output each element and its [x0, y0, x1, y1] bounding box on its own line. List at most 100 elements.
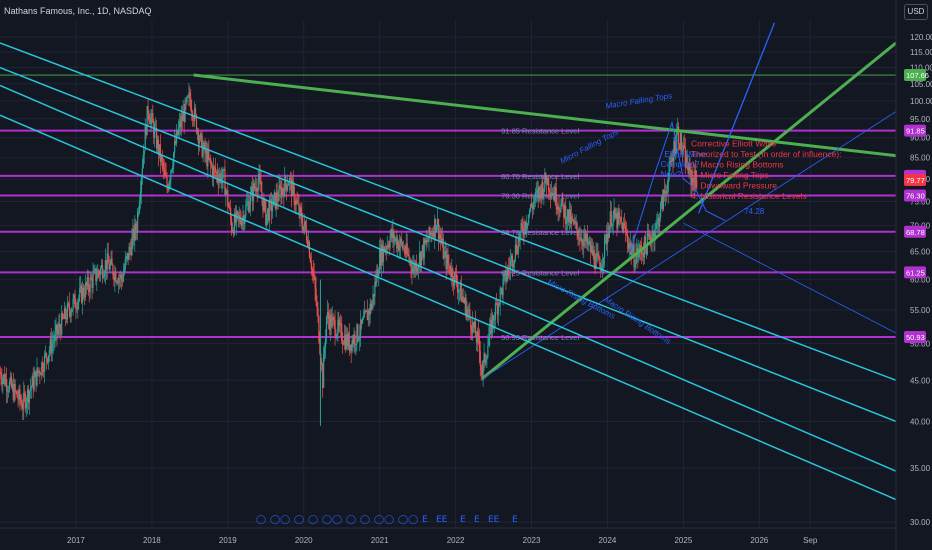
- candle-body: [52, 341, 54, 344]
- candle-body: [123, 268, 125, 274]
- candle-body: [102, 276, 105, 278]
- event-marker: E: [474, 515, 480, 525]
- candle-body: [609, 211, 611, 227]
- candle-body: [57, 329, 59, 335]
- candle-body: [435, 218, 437, 233]
- candle-body: [240, 221, 242, 226]
- candle-body: [39, 370, 41, 375]
- candle-body: [682, 145, 684, 151]
- candle-body: [159, 144, 162, 162]
- candle-body: [453, 281, 455, 286]
- candle-body: [690, 169, 692, 186]
- candle-body: [199, 133, 201, 141]
- candle-body: [137, 211, 140, 213]
- candle-body: [168, 182, 170, 191]
- candle-body: [382, 246, 385, 263]
- candle-body: [665, 190, 667, 194]
- candle-body: [420, 251, 423, 266]
- candle-body: [603, 257, 605, 265]
- candle-body: [154, 128, 156, 138]
- candle-body: [287, 183, 290, 186]
- candle-body: [606, 233, 609, 244]
- candle-body: [72, 299, 74, 309]
- candle-body: [602, 264, 604, 266]
- candle-body: [98, 270, 100, 273]
- candle-body: [511, 255, 514, 267]
- candle-body: [14, 384, 16, 392]
- candle-body: [311, 269, 313, 270]
- candle-body: [333, 317, 335, 321]
- candle-body: [6, 378, 8, 392]
- candle-body: [575, 222, 577, 224]
- candle-body: [268, 199, 271, 221]
- candle-body: [69, 310, 71, 317]
- candle-body: [590, 245, 592, 253]
- candle-body: [64, 308, 67, 318]
- candle-body: [474, 321, 477, 337]
- candle-body: [133, 228, 135, 241]
- candle-body: [227, 190, 229, 206]
- candle-body: [664, 190, 666, 194]
- candle-body: [95, 268, 97, 281]
- trendline: [0, 84, 896, 472]
- candle-body: [104, 260, 106, 274]
- candle-body: [524, 221, 526, 235]
- candle-body: [286, 184, 288, 191]
- candle-body: [307, 241, 310, 247]
- candle-body: [201, 135, 203, 157]
- event-marker: ◯◯: [398, 515, 418, 525]
- candle-body: [288, 178, 291, 184]
- candle-body: [354, 334, 356, 345]
- candle-body: [648, 234, 650, 237]
- note-line: 4. Historical Resistance Levels: [691, 191, 807, 201]
- candle-body: [362, 317, 365, 319]
- candle-body: [578, 237, 580, 239]
- candle-body: [661, 196, 664, 210]
- candle-body: [261, 192, 263, 198]
- candle-body: [324, 347, 326, 355]
- candle-body: [263, 200, 265, 211]
- candle-body: [229, 207, 231, 209]
- candle-body: [7, 390, 10, 392]
- resistance-badge: 61.25: [906, 268, 925, 277]
- candle-body: [8, 381, 11, 391]
- candle-body: [641, 253, 644, 255]
- candle-body: [264, 200, 266, 202]
- candle-body: [21, 402, 23, 409]
- candle-body: [427, 240, 429, 243]
- candle-body: [47, 355, 50, 363]
- candle-body: [188, 92, 190, 97]
- candle-body: [312, 269, 314, 275]
- resistance-badge-bg: [904, 330, 926, 343]
- candle-body: [267, 208, 269, 214]
- candle-body: [619, 217, 621, 218]
- candle-body: [190, 97, 192, 110]
- candle-body: [666, 192, 668, 194]
- candle-body: [366, 310, 368, 321]
- candle-body: [486, 357, 488, 360]
- candle-body: [85, 282, 87, 286]
- candle-body: [349, 344, 351, 351]
- candle-body: [119, 274, 122, 279]
- candle-body: [338, 319, 340, 326]
- candle-body: [189, 92, 191, 98]
- candle-body: [22, 408, 24, 410]
- candle-body: [334, 320, 336, 337]
- candle-body: [352, 339, 354, 345]
- candle-body: [521, 223, 523, 227]
- candle-body: [28, 391, 31, 403]
- candle-body: [103, 273, 106, 277]
- candle-body: [407, 253, 409, 255]
- candle-body: [581, 238, 583, 244]
- candle-body: [539, 186, 541, 190]
- candle-body: [340, 323, 342, 325]
- candle-body: [138, 201, 141, 212]
- candle-body: [219, 173, 221, 178]
- candle-body: [42, 362, 44, 372]
- resistance-badge-bg: [904, 124, 926, 137]
- candle-body: [87, 276, 89, 289]
- currency-toggle[interactable]: USD: [904, 4, 928, 20]
- candle-body: [45, 353, 48, 359]
- candle-body: [146, 106, 148, 136]
